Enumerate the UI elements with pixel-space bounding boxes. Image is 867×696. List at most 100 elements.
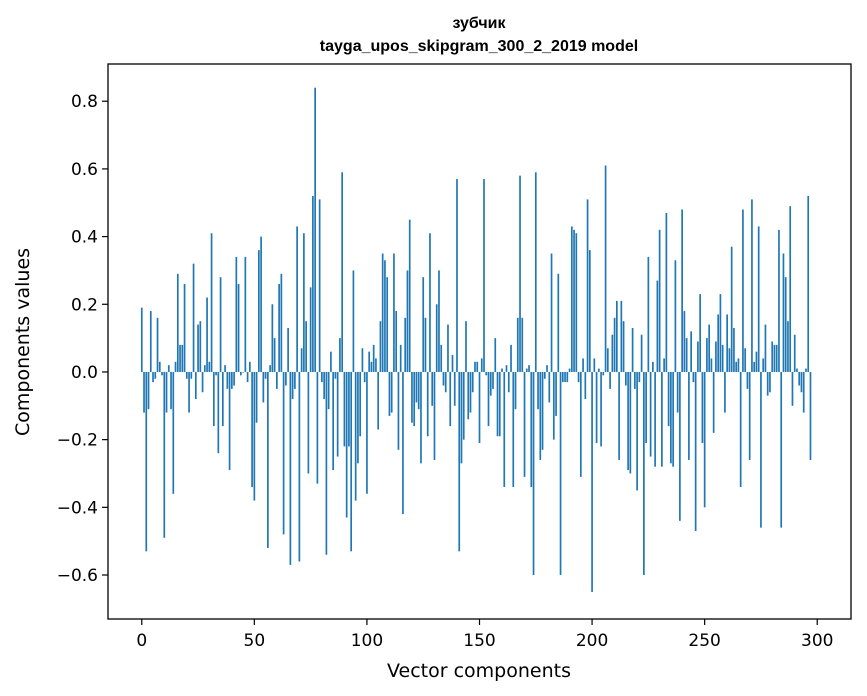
bar-32: [212, 371, 215, 427]
bar-213: [620, 300, 623, 372]
bar-241: [683, 311, 686, 372]
bar-71: [300, 348, 303, 372]
bar-295: [805, 368, 807, 372]
bar-249: [701, 371, 704, 444]
bar-72: [303, 233, 305, 372]
bar-97: [359, 371, 362, 437]
bar-58: [271, 304, 274, 372]
bar-92: [348, 371, 350, 447]
bar-145: [467, 371, 470, 420]
bar-126: [424, 317, 427, 372]
bar-148: [474, 361, 476, 372]
bar-9: [161, 371, 163, 376]
bar-184: [555, 371, 557, 416]
bar-294: [802, 371, 805, 413]
bar-177: [539, 371, 542, 460]
bar-21: [188, 371, 190, 413]
bar-75: [309, 287, 312, 372]
bar-284: [780, 371, 783, 528]
bar-125: [422, 277, 425, 372]
bar-175: [534, 172, 537, 372]
bar-99: [363, 371, 366, 383]
bar-185: [557, 273, 560, 372]
bar-255: [715, 341, 717, 372]
bar-154: [487, 371, 490, 427]
bar-259: [724, 371, 726, 413]
bar-234: [667, 371, 670, 427]
bar-118: [406, 270, 409, 372]
bar-113: [395, 311, 398, 372]
bar-30: [208, 361, 211, 372]
bar-275: [760, 371, 762, 528]
bar-63: [282, 371, 285, 535]
bar-25: [197, 324, 199, 372]
bar-130: [433, 371, 436, 460]
bar-116: [402, 371, 404, 515]
bar-41: [233, 371, 235, 386]
bar-12: [167, 365, 170, 372]
x-axis-label: Vector components: [387, 660, 571, 682]
bar-141: [458, 371, 461, 552]
bar-49: [251, 371, 253, 488]
bar-87: [336, 371, 339, 457]
bar-196: [582, 358, 584, 372]
bar-251: [706, 338, 708, 372]
y-tick-label: −0.2: [57, 431, 98, 451]
bar-246: [694, 371, 697, 532]
bar-93: [350, 371, 353, 552]
bar-79: [318, 199, 321, 372]
bar-122: [415, 371, 418, 403]
bar-127: [426, 371, 429, 437]
bar-252: [708, 324, 710, 372]
y-tick-label: 0.8: [71, 92, 98, 112]
bar-262: [730, 246, 733, 372]
y-axis-ticks: −0.6 −0.4 −0.2 0.0 0.2 0.4 0.6 0.8: [57, 92, 108, 586]
bar-34: [217, 371, 220, 454]
bar-225: [647, 256, 650, 372]
chart-title: зубчик: [452, 15, 506, 32]
bar-104: [375, 358, 377, 372]
bar-37: [224, 365, 226, 372]
bar-119: [408, 219, 411, 372]
bar-53: [260, 236, 262, 372]
bar-290: [793, 334, 796, 372]
bar-210: [613, 317, 616, 372]
bar-31: [210, 233, 213, 372]
bar-67: [291, 371, 294, 400]
bar-18: [181, 344, 184, 372]
bar-84: [330, 351, 332, 372]
bar-55: [264, 371, 267, 379]
bar-83: [327, 371, 330, 410]
bar-73: [305, 321, 307, 372]
bar-164: [510, 344, 512, 372]
bar-274: [757, 226, 760, 372]
bar-250: [703, 371, 706, 508]
bar-11: [165, 371, 168, 413]
bar-66: [289, 371, 292, 565]
bar-223: [643, 371, 645, 576]
bar-24: [194, 371, 197, 400]
x-tick-label: 0: [136, 631, 147, 651]
bar-50: [253, 371, 256, 501]
bar-287: [787, 321, 789, 372]
y-tick-label: −0.4: [57, 498, 98, 518]
bar-94: [352, 270, 355, 372]
bar-151: [480, 358, 483, 372]
bar-199: [588, 250, 591, 372]
bar-248: [699, 294, 701, 372]
bar-201: [593, 358, 596, 372]
bar-68: [294, 371, 296, 389]
bar-80: [321, 371, 323, 383]
bar-193: [575, 233, 578, 372]
bar-160: [501, 368, 503, 372]
bar-103: [372, 344, 375, 372]
x-axis-ticks: 0 50 100 150 200 250 300: [136, 619, 833, 651]
y-tick-label: 0.2: [71, 295, 98, 315]
bar-16: [176, 273, 179, 372]
bar-90: [343, 371, 346, 447]
bar-146: [469, 371, 472, 413]
bar-23: [192, 263, 195, 372]
bar-228: [654, 371, 656, 467]
bar-166: [514, 371, 517, 410]
